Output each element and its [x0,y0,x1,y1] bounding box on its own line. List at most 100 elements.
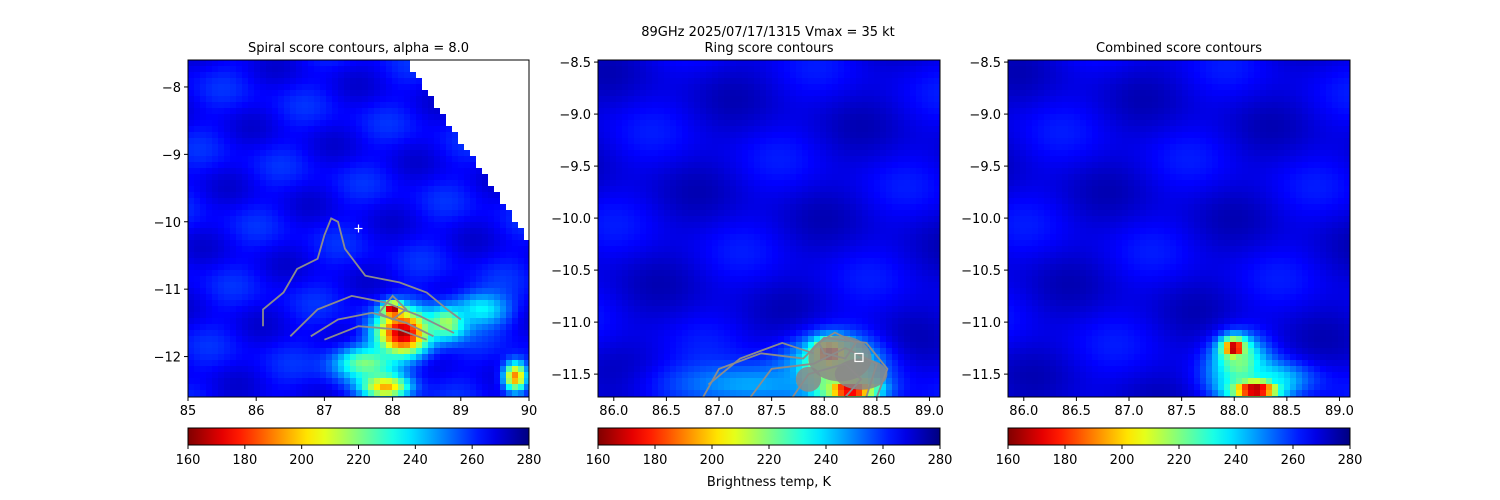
heatmap-cell [604,282,611,289]
heatmap-cell [482,366,489,373]
heatmap-cell [272,204,279,211]
heatmap-cell [610,198,617,205]
heatmap-cell [206,288,213,295]
heatmap-cell [512,294,519,301]
heatmap-cell [242,306,249,313]
heatmap-cell [754,288,761,295]
heatmap-cell [700,390,707,397]
heatmap-cell [512,168,519,175]
heatmap-cell [254,300,261,307]
heatmap-cell [464,240,471,247]
heatmap-cell [272,168,279,175]
heatmap-cell [278,78,285,85]
heatmap-cell [772,252,779,259]
heatmap-cell [284,264,291,271]
heatmap-cell [236,162,243,169]
heatmap-cell [356,102,363,109]
heatmap-cell [676,192,683,199]
heatmap-cell [440,90,447,97]
heatmap-cell [766,150,773,157]
heatmap-cell [392,258,399,265]
heatmap-cell [742,348,749,355]
heatmap-cell [458,90,465,97]
heatmap-cell [658,150,665,157]
heatmap-cell [260,210,267,217]
heatmap-cell [506,138,513,145]
heatmap-cell [766,264,773,271]
heatmap-cell [200,174,207,181]
heatmap-cell [772,162,779,169]
heatmap-cell [488,102,495,109]
heatmap-cell [488,234,495,241]
heatmap-cell [604,270,611,277]
heatmap-cell [488,96,495,103]
heatmap-cell [242,90,249,97]
heatmap-cell [524,264,529,271]
heatmap-cell [260,180,267,187]
heatmap-cell [598,264,605,271]
heatmap-cell [628,312,635,319]
heatmap-cell [308,384,315,391]
heatmap-cell [212,192,219,199]
heatmap-cell [646,342,653,349]
heatmap-cell [398,174,405,181]
heatmap-cell [230,192,237,199]
heatmap-cell [302,216,309,223]
heatmap-cell [604,360,611,367]
heatmap-cell [482,198,489,205]
heatmap-cell [194,108,201,115]
heatmap-cell [290,342,297,349]
heatmap-cell [706,270,713,277]
heatmap-cell [500,198,507,205]
heatmap-cell [416,72,423,79]
heatmap-cell [524,390,529,397]
heatmap-cell [434,258,441,265]
heatmap-cell [398,246,405,253]
heatmap-cell [392,306,399,313]
heatmap-cell [512,270,519,277]
heatmap-cell [308,72,315,79]
heatmap-cell [428,342,435,349]
heatmap-cell [284,66,291,73]
heatmap-cell [646,102,653,109]
heatmap-cell [604,336,611,343]
heatmap-cell [718,102,725,109]
heatmap-cell [718,204,725,211]
heatmap-cell [676,372,683,379]
heatmap-cell [350,108,357,115]
heatmap-cell [622,216,629,223]
heatmap-cell [344,258,351,265]
heatmap-cell [748,312,755,319]
heatmap-cell [518,336,525,343]
heatmap-cell [260,66,267,73]
heatmap-cell [422,348,429,355]
heatmap-cell [392,234,399,241]
heatmap-cell [206,222,213,229]
heatmap-cell [688,150,695,157]
heatmap-cell [694,318,701,325]
heatmap-cell [748,144,755,151]
heatmap-cell [446,222,453,229]
heatmap-cell [700,108,707,115]
heatmap-cell [658,114,665,121]
heatmap-cell [392,126,399,133]
heatmap-cell [242,300,249,307]
heatmap-cell [206,318,213,325]
heatmap-cell [356,162,363,169]
heatmap-cell [488,276,495,283]
heatmap-cell [634,222,641,229]
heatmap-cell [700,186,707,193]
heatmap-cell [628,156,635,163]
heatmap-cell [652,276,659,283]
heatmap-cell [398,366,405,373]
heatmap-cell [446,216,453,223]
heatmap-cell [260,114,267,121]
heatmap-cell [404,288,411,295]
heatmap-cell [284,216,291,223]
heatmap-cell [640,324,647,331]
heatmap-cell [706,276,713,283]
heatmap-cell [212,162,219,169]
heatmap-cell [218,78,225,85]
heatmap-cell [242,126,249,133]
heatmap-cell [362,366,369,373]
